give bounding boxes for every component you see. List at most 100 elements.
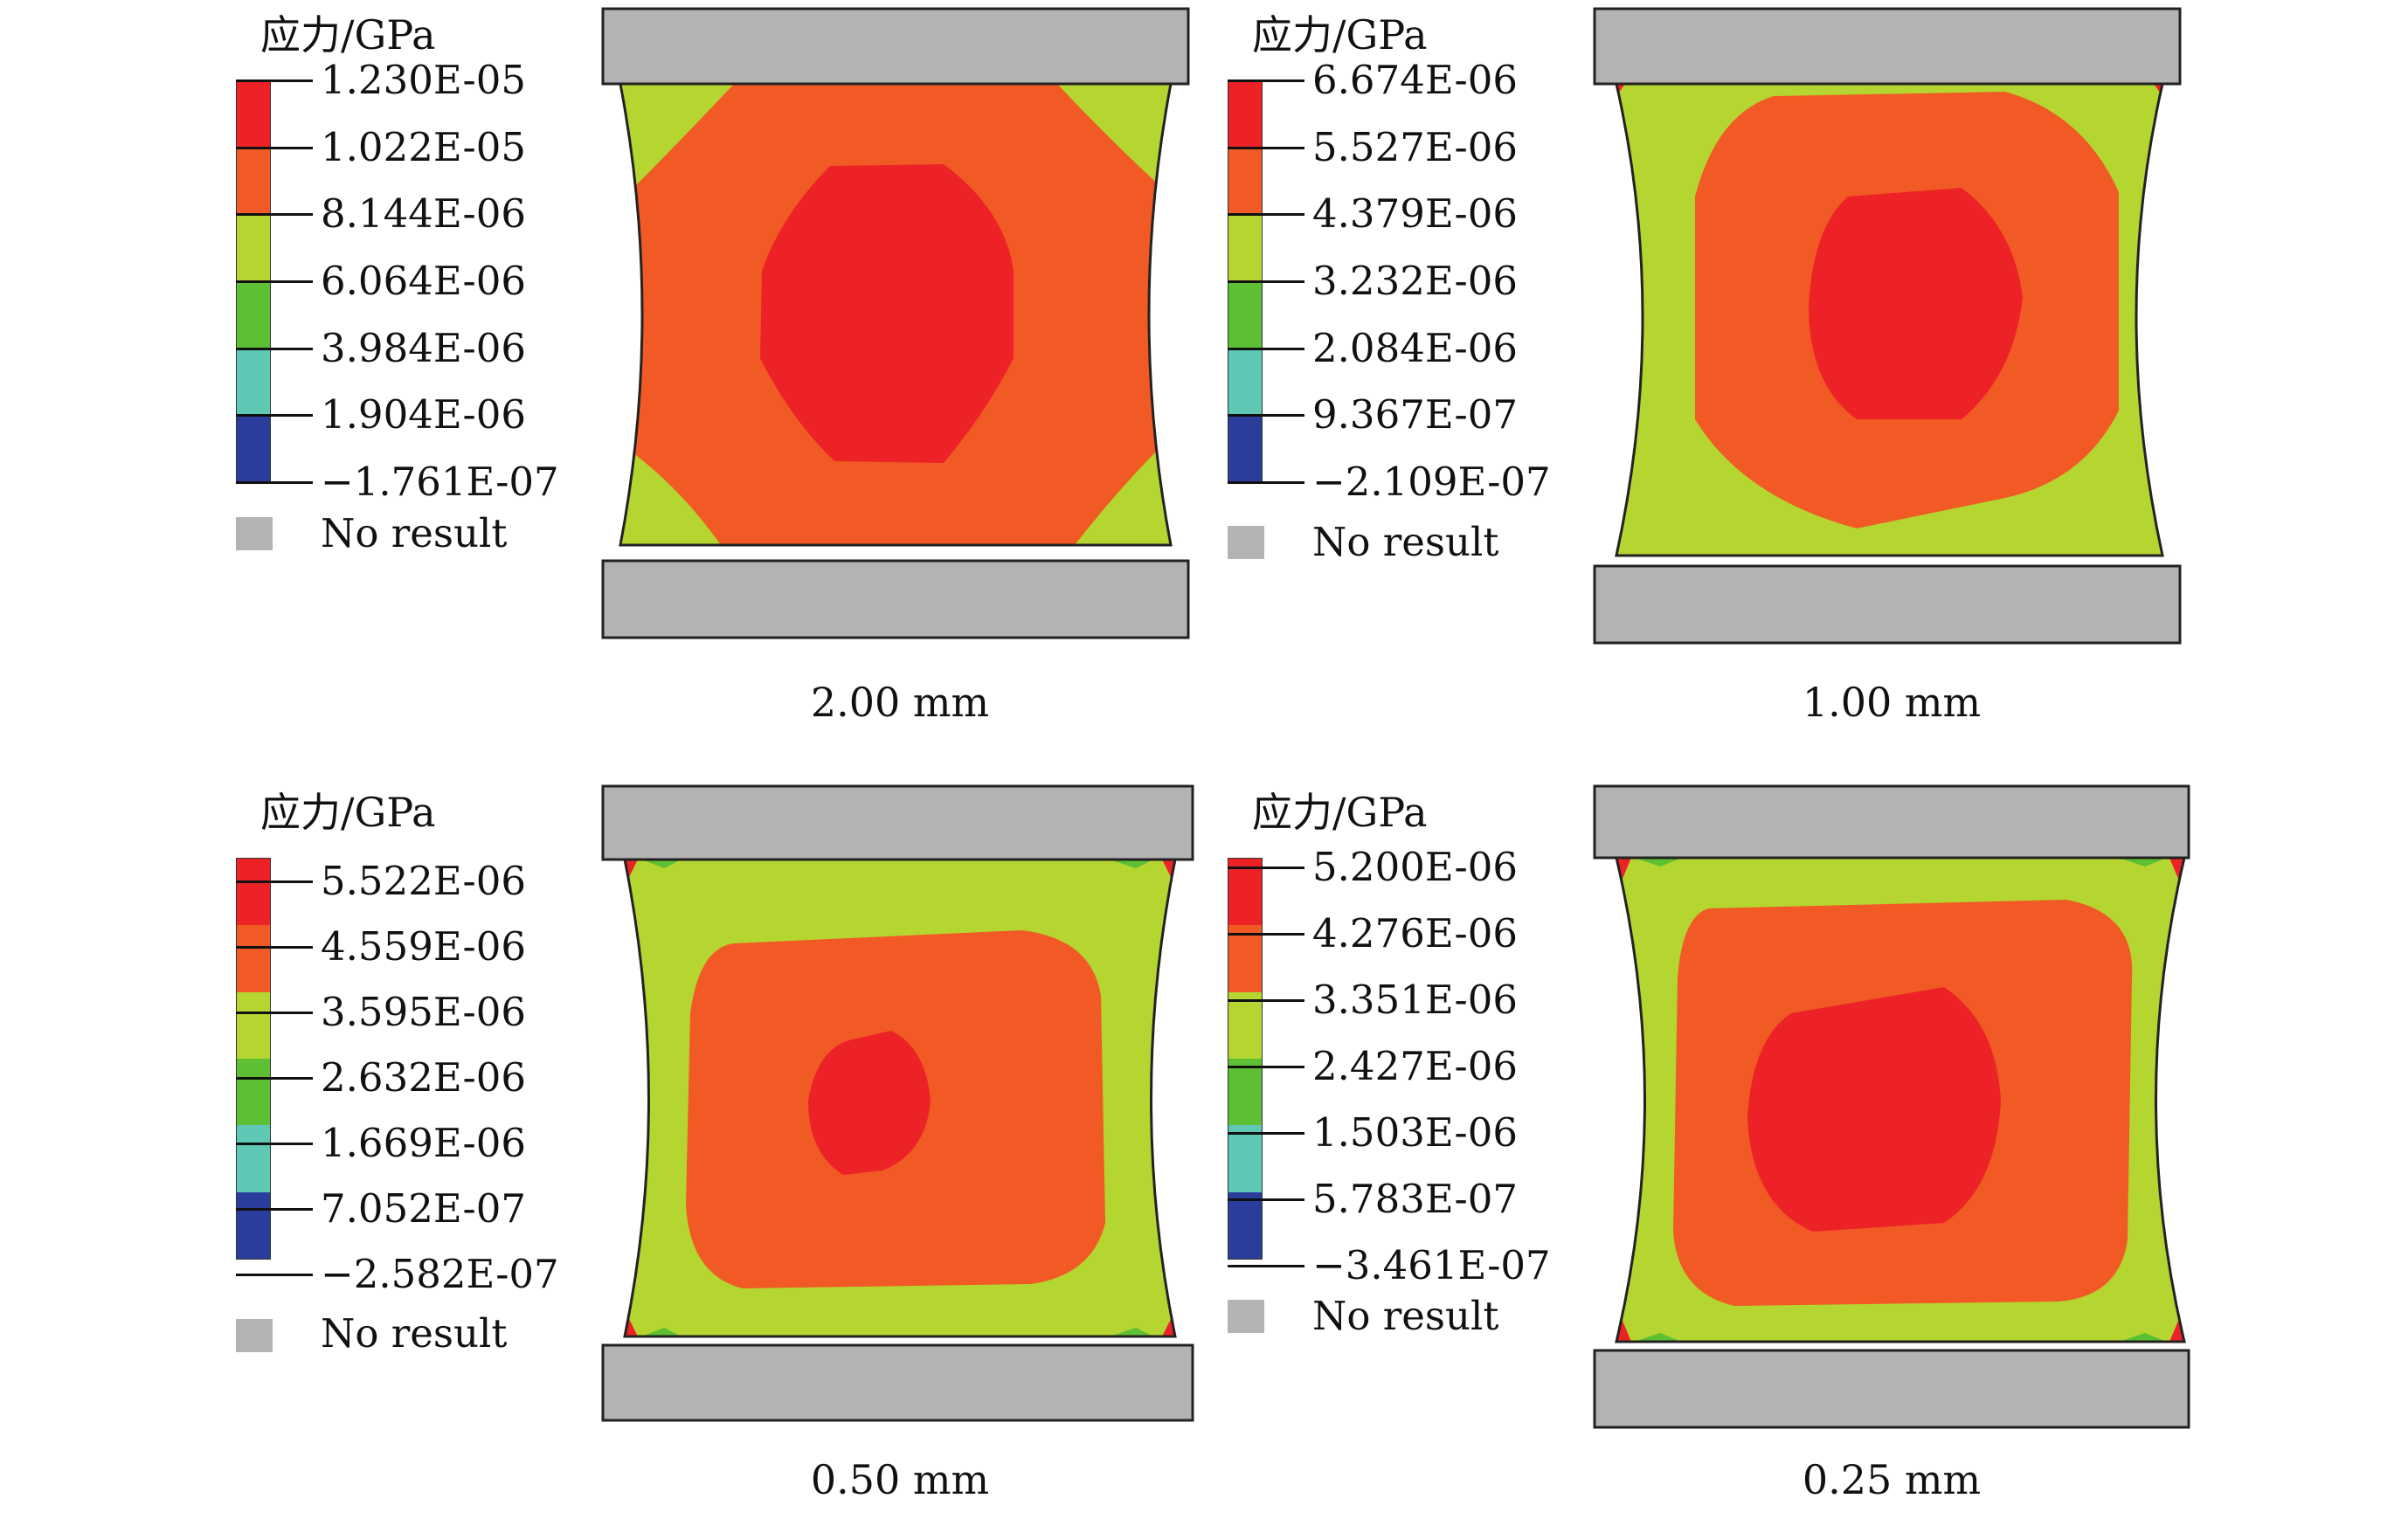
legend-swatch-orange (1228, 148, 1262, 215)
specimen-contour-05mm (601, 784, 1194, 1422)
specimen-outline (1615, 856, 2186, 1343)
specimen-contour-1mm (1593, 7, 2182, 645)
legend-tick (236, 1143, 313, 1145)
panel-1mm: 应力/GPa 6.674E-06 5.527E-06 4.379E-06 3.2… (1228, 7, 2408, 756)
legend-value: 5.783E-07 (1312, 1176, 1518, 1222)
legend-tick (236, 1077, 313, 1080)
top-platen (601, 784, 1194, 861)
legend-value: 6.064E-06 (321, 258, 526, 304)
legend-tick (236, 213, 313, 216)
legend-tick (1228, 1265, 1304, 1267)
legend-swatch-red (1228, 81, 1262, 148)
legend-tick (1228, 213, 1304, 216)
legend-tick (236, 414, 313, 417)
legend-value: 3.595E-06 (321, 989, 526, 1035)
legend-swatch-orange (237, 148, 270, 215)
legend-swatch-yellow-green (1228, 991, 1262, 1059)
legend-tick (1228, 867, 1304, 869)
no-result-swatch (236, 517, 273, 550)
no-result-swatch (1228, 1300, 1264, 1333)
legend-value: 1.230E-05 (321, 57, 526, 103)
specimen-outline (623, 858, 1177, 1338)
legend-tick (236, 880, 313, 883)
legend-tick (1228, 933, 1304, 936)
legend-value: 4.559E-06 (321, 923, 526, 970)
contour-band-high (808, 1031, 931, 1175)
legend-swatch-teal (237, 1125, 270, 1192)
stress-legend: 应力/GPa 5.200E-06 4.276E-06 3.351E-06 2.4… (1228, 786, 1595, 1345)
legend-tick (1228, 481, 1304, 484)
legend-swatch-teal (237, 348, 270, 415)
stress-legend: 应力/GPa 6.674E-06 5.527E-06 4.379E-06 3.2… (1228, 9, 1595, 568)
legend-swatch-orange (1228, 925, 1262, 992)
legend-swatch-orange (237, 925, 270, 992)
legend-swatch-teal (1228, 1125, 1262, 1192)
contour-band-high (1747, 987, 2001, 1232)
legend-tick (1228, 1198, 1304, 1201)
legend-value: −2.109E-07 (1312, 459, 1551, 505)
legend-swatch-blue (1228, 1191, 1262, 1259)
legend-value: 5.527E-06 (1312, 124, 1518, 170)
no-result-label: No result (321, 1310, 508, 1357)
legend-value: 5.200E-06 (1312, 844, 1518, 890)
no-result-label: No result (1312, 519, 1499, 565)
thickness-caption: 1.00 mm (1802, 679, 1982, 726)
legend-value: 1.022E-05 (321, 124, 526, 170)
legend-tick (1228, 79, 1304, 82)
no-result-swatch (1228, 526, 1264, 559)
legend-tick (236, 1012, 313, 1014)
legend-title: 应力/GPa (260, 11, 436, 59)
legend-swatch-red (237, 859, 270, 926)
top-platen (1593, 784, 2190, 860)
legend-tick (1228, 280, 1304, 283)
legend-swatch-green (237, 1058, 270, 1126)
legend-value: 9.367E-07 (1312, 391, 1518, 438)
legend-title: 应力/GPa (1252, 789, 1428, 836)
legend-color-bar (236, 858, 271, 1260)
legend-tick (1228, 147, 1304, 149)
contour-band-high (760, 164, 1014, 463)
legend-tick (1228, 348, 1304, 350)
specimen-outline (1615, 82, 2164, 557)
legend-title: 应力/GPa (1252, 11, 1428, 59)
specimen-contour-2mm (601, 7, 1190, 639)
legend-tick (236, 946, 313, 949)
legend-value: 3.232E-06 (1312, 258, 1518, 304)
legend-value: −2.582E-07 (321, 1251, 559, 1297)
legend-value: 2.084E-06 (1312, 325, 1518, 371)
legend-tick (236, 481, 313, 484)
panel-05mm: 应力/GPa 5.522E-06 4.559E-06 3.595E-06 2.6… (236, 784, 1437, 1533)
contour-band-high (1809, 188, 2023, 419)
top-platen (601, 7, 1190, 86)
legend-value: 3.984E-06 (321, 325, 526, 371)
legend-tick (1228, 1132, 1304, 1135)
legend-title: 应力/GPa (260, 789, 436, 836)
legend-color-bar (1228, 858, 1263, 1260)
legend-value: 6.674E-06 (1312, 57, 1518, 103)
legend-value: 4.276E-06 (1312, 910, 1518, 956)
legend-tick (1228, 999, 1304, 1002)
legend-swatch-yellow-green (237, 991, 270, 1059)
legend-tick (236, 79, 313, 82)
legend-swatch-blue (237, 1191, 270, 1259)
legend-swatch-blue (1228, 414, 1262, 481)
legend-value: 4.379E-06 (1312, 190, 1518, 237)
no-result-label: No result (1312, 1293, 1499, 1339)
bottom-platen (1593, 564, 2182, 645)
thickness-caption: 0.50 mm (810, 1456, 990, 1503)
panel-2mm: 应力/GPa 1.230E-05 1.022E-05 8.144E-06 6.0… (236, 7, 1437, 756)
legend-value: 1.503E-06 (1312, 1109, 1518, 1156)
legend-value: 5.522E-06 (321, 858, 526, 904)
legend-swatch-yellow-green (1228, 214, 1262, 281)
top-platen (1593, 7, 2182, 86)
stress-legend: 应力/GPa 5.522E-06 4.559E-06 3.595E-06 2.6… (236, 786, 603, 1357)
legend-value: 2.427E-06 (1312, 1043, 1518, 1089)
legend-value: 1.904E-06 (321, 391, 526, 438)
legend-swatch-red (1228, 859, 1262, 926)
thickness-caption: 0.25 mm (1802, 1456, 1982, 1503)
legend-tick (236, 1208, 313, 1211)
legend-tick (1228, 414, 1304, 417)
legend-color-bar (236, 80, 271, 482)
no-result-label: No result (321, 510, 508, 556)
